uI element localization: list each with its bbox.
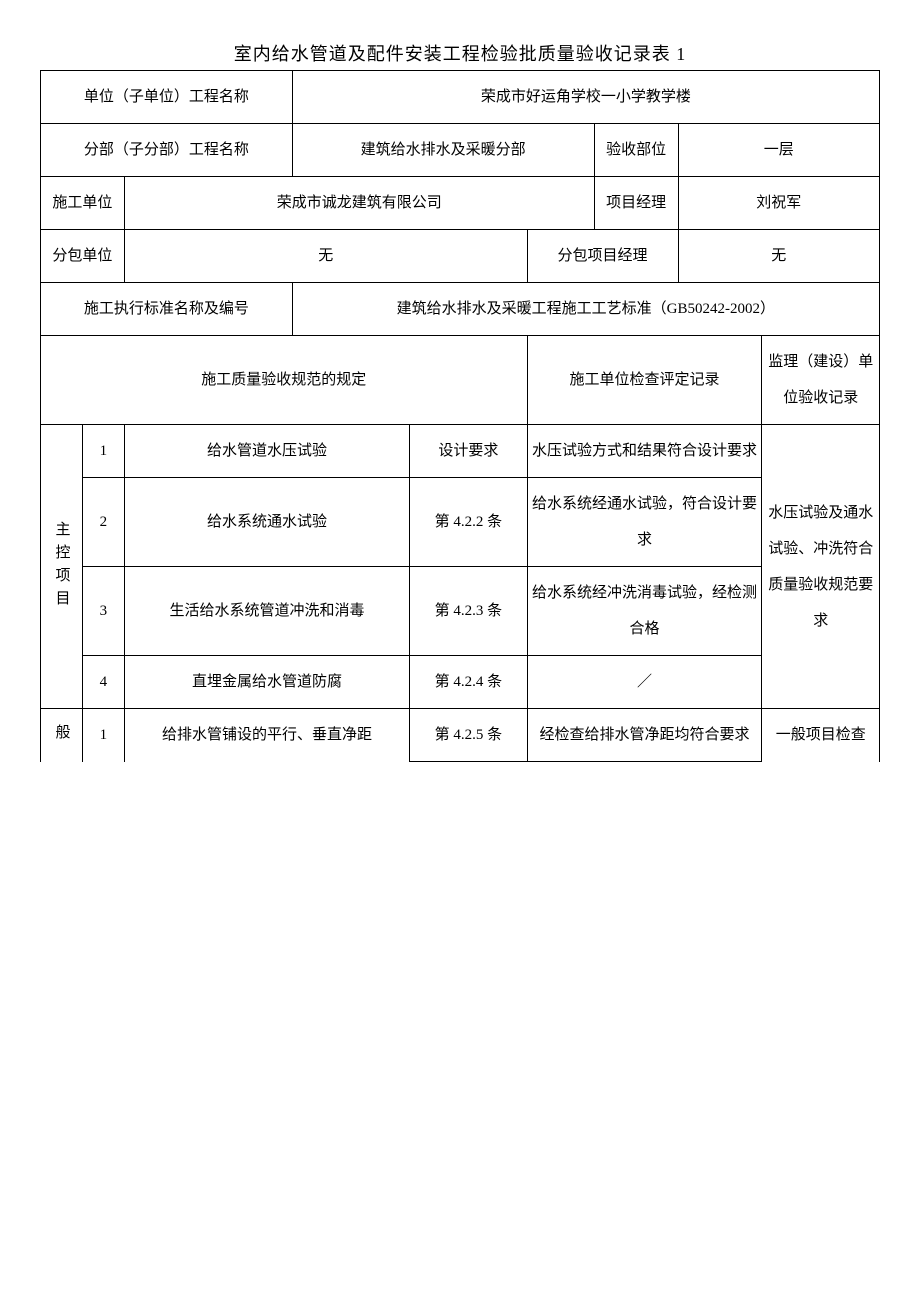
m3-item: 生活给水系统管道冲洗和消毒 (124, 567, 409, 656)
m4-no: 4 (82, 656, 124, 709)
m2-no: 2 (82, 478, 124, 567)
general-supervise-note: 一般项目检查 (762, 709, 880, 762)
accept-part-value: 一层 (678, 124, 879, 177)
std-label: 施工执行标准名称及编号 (41, 283, 293, 336)
main-supervise-note: 水压试验及通水试验、冲洗符合质量验收规范要求 (762, 425, 880, 709)
g1-result: 经检查给排水管净距均符合要求 (527, 709, 762, 762)
m1-clause: 设计要求 (410, 425, 527, 478)
check-header: 施工单位检查评定记录 (527, 336, 762, 425)
m4-result: ／ (527, 656, 762, 709)
sub-pm-value: 无 (678, 230, 879, 283)
std-value: 建筑给水排水及采暖工程施工工艺标准（GB50242-2002） (292, 283, 879, 336)
pm-value: 刘祝军 (678, 177, 879, 230)
m2-clause: 第 4.2.2 条 (410, 478, 527, 567)
m2-item: 给水系统通水试验 (124, 478, 409, 567)
main-group-label: 主控项目 (41, 425, 83, 709)
unit-value: 荣成市好运角学校一小学教学楼 (292, 71, 879, 124)
division-label: 分部（子分部）工程名称 (41, 124, 293, 177)
m3-no: 3 (82, 567, 124, 656)
general-group-label: 般 (41, 709, 83, 762)
sub-pm-label: 分包项目经理 (527, 230, 678, 283)
contractor-label: 施工单位 (41, 177, 125, 230)
sub-value: 无 (124, 230, 527, 283)
m3-clause: 第 4.2.3 条 (410, 567, 527, 656)
m3-result: 给水系统经冲洗消毒试验，经检测合格 (527, 567, 762, 656)
g1-item: 给排水管铺设的平行、垂直净距 (124, 709, 409, 762)
sub-label: 分包单位 (41, 230, 125, 283)
m4-item: 直埋金属给水管道防腐 (124, 656, 409, 709)
m2-result: 给水系统经通水试验，符合设计要求 (527, 478, 762, 567)
m1-no: 1 (82, 425, 124, 478)
division-value: 建筑给水排水及采暖分部 (292, 124, 594, 177)
pm-label: 项目经理 (594, 177, 678, 230)
accept-part-label: 验收部位 (594, 124, 678, 177)
m4-clause: 第 4.2.4 条 (410, 656, 527, 709)
m1-result: 水压试验方式和结果符合设计要求 (527, 425, 762, 478)
g1-clause: 第 4.2.5 条 (410, 709, 527, 762)
contractor-value: 荣成市诚龙建筑有限公司 (124, 177, 594, 230)
spec-header: 施工质量验收规范的规定 (41, 336, 528, 425)
unit-label: 单位（子单位）工程名称 (41, 71, 293, 124)
page-title: 室内给水管道及配件安装工程检验批质量验收记录表 1 (40, 40, 880, 66)
g1-no: 1 (82, 709, 124, 762)
m1-item: 给水管道水压试验 (124, 425, 409, 478)
supervise-header: 监理（建设）单位验收记录 (762, 336, 880, 425)
inspection-table: 单位（子单位）工程名称 荣成市好运角学校一小学教学楼 分部（子分部）工程名称 建… (40, 70, 880, 762)
